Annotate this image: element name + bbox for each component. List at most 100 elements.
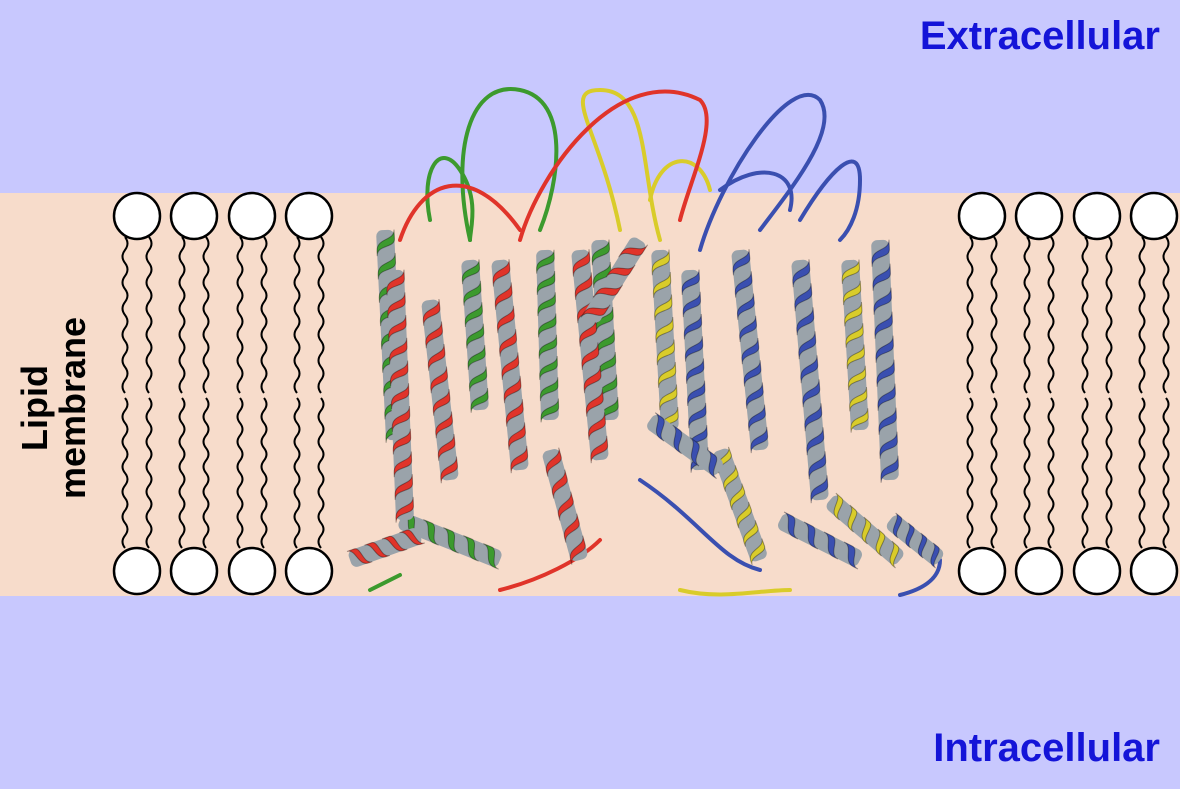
lipid-tail: [260, 397, 268, 549]
helix-turn: [618, 244, 649, 258]
yellow-loop: [580, 87, 662, 242]
helix-turn: [802, 379, 821, 408]
membrane-label-line1: Lipid: [14, 365, 55, 451]
helix-turn: [539, 377, 559, 402]
green-loop: [460, 87, 559, 242]
helix-turn: [510, 445, 529, 474]
lipid-tail: [293, 236, 301, 394]
red-helix: [571, 249, 609, 464]
helix-turn: [574, 272, 593, 300]
helix-turn: [496, 305, 515, 334]
green-loop: [368, 573, 402, 592]
lipid-tail: [1047, 236, 1055, 394]
red-loop: [518, 89, 709, 242]
helix-turn: [557, 491, 574, 521]
helix-turn: [707, 449, 718, 479]
helix-turn: [875, 335, 894, 363]
helix-turn: [422, 298, 441, 326]
helix-turn: [399, 529, 425, 546]
green-helix: [398, 511, 502, 570]
helix-turn: [783, 511, 799, 540]
helix-underside: [886, 515, 944, 565]
helix-turn: [846, 344, 865, 369]
helix-turn: [437, 433, 456, 461]
lipid-tail: [145, 236, 153, 394]
helix-turn: [734, 271, 753, 298]
helix-turn: [736, 501, 752, 529]
helix-turn: [390, 383, 410, 410]
lipid-tail: [178, 236, 186, 394]
helix-turn: [792, 259, 811, 288]
blue-helix: [791, 259, 829, 504]
right-lipid-bilayer: [957, 191, 1179, 596]
helix-turn: [364, 542, 390, 558]
helix-turn: [585, 389, 604, 417]
helix-underside: [536, 249, 559, 421]
helix-turn: [588, 412, 606, 440]
lipid-head: [957, 191, 1007, 241]
helix-turn: [483, 543, 499, 570]
helix-turn: [689, 437, 700, 467]
helix-turn: [590, 435, 609, 464]
helix-turn: [579, 319, 598, 347]
helix-underside: [841, 259, 869, 431]
helix-turn: [794, 283, 813, 312]
helix-turn: [683, 313, 703, 340]
extracellular-label: Extracellular: [919, 14, 1160, 58]
helix-turn: [492, 259, 511, 287]
red-helix: [580, 237, 649, 323]
lipid-tail: [1047, 397, 1055, 549]
lipid-tail: [1023, 397, 1031, 549]
yellow-helix: [826, 492, 904, 569]
lipid-head: [1072, 191, 1122, 241]
helix-turn: [503, 375, 522, 404]
helix-turn: [684, 336, 704, 362]
red-loop: [398, 183, 522, 242]
helix-underside: [591, 239, 619, 421]
helix-turn: [842, 280, 862, 306]
blue-loop: [718, 170, 794, 212]
lipid-head: [227, 191, 277, 241]
green-helix: [536, 249, 560, 423]
blue-helix: [778, 511, 862, 570]
helix-turn: [394, 474, 414, 500]
green-loop: [425, 156, 475, 242]
intracellular-region: [0, 596, 1180, 789]
lipid-tail: [990, 236, 998, 394]
helix-turn: [499, 329, 518, 357]
lipid-tail: [966, 236, 974, 394]
helix-underside: [778, 514, 862, 567]
lipid-head: [169, 191, 219, 241]
red-helix: [346, 528, 425, 567]
lipid-tail: [1138, 236, 1146, 394]
blue-loop: [638, 478, 762, 572]
red-helix: [386, 269, 414, 523]
lipid-tail: [260, 236, 268, 394]
blue-helix: [886, 512, 944, 569]
yellow-loop: [648, 159, 712, 202]
helix-turn: [563, 513, 580, 543]
helix-turn: [847, 365, 867, 391]
helix-turn: [468, 366, 488, 392]
helix-turn: [739, 315, 758, 343]
lipid-tail: [1105, 236, 1113, 394]
helix-turn: [803, 521, 819, 550]
helix-turn: [539, 355, 558, 380]
helix-turn: [505, 399, 524, 427]
intracellular-label: Intracellular: [933, 726, 1160, 770]
red-helix: [421, 298, 459, 484]
lipid-tail: [293, 397, 301, 549]
helix-turn: [808, 451, 827, 480]
lipid-head: [284, 546, 334, 596]
helix-turn: [659, 384, 678, 411]
helix-turn: [389, 337, 408, 364]
lipid-tail: [202, 236, 210, 394]
helix-turn: [605, 264, 636, 278]
lipid-tail: [178, 397, 186, 549]
helix-turn: [494, 282, 513, 310]
lipid-tail: [1162, 397, 1170, 549]
lipid-tail: [236, 397, 244, 549]
helix-turn: [880, 455, 899, 483]
red-helix: [542, 447, 588, 565]
red-loop: [498, 538, 602, 592]
